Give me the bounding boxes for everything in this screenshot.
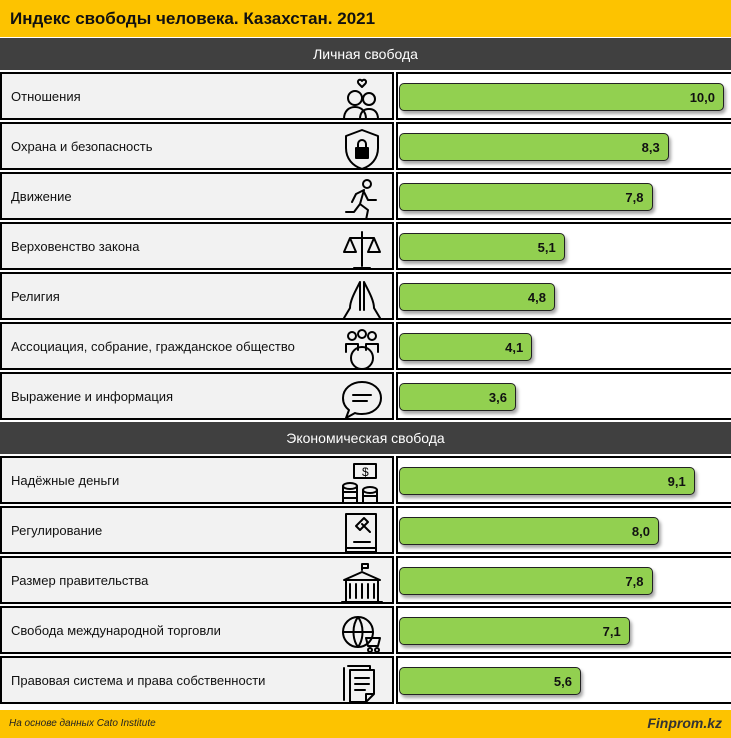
- chart-row: Верховенство закона 5,1: [0, 221, 731, 271]
- section-header: Экономическая свобода: [0, 422, 731, 454]
- scales-icon: [343, 231, 381, 269]
- category-label: Размер правительства: [11, 573, 149, 588]
- source-note: На основе данных Cato Institute: [9, 718, 156, 729]
- bar: 3,6: [399, 383, 516, 411]
- label-cell: Отношения: [0, 72, 394, 120]
- bar: 5,1: [399, 233, 565, 261]
- data-label: 10,0: [689, 90, 715, 105]
- category-label: Свобода международной торговли: [11, 623, 221, 638]
- label-cell: Выражение и информация: [0, 372, 394, 420]
- chart-row: Охрана и безопасность 8,3: [0, 121, 731, 171]
- category-label: Выражение и информация: [11, 389, 174, 404]
- bar-cell: 4,8: [396, 272, 731, 320]
- category-label: Надёжные деньги: [11, 473, 120, 488]
- bar-cell: 10,0: [396, 72, 731, 120]
- label-cell: Ассоциация, собрание, гражданское общест…: [0, 322, 394, 370]
- money-coins-icon: $: [342, 463, 378, 503]
- category-label: Ассоциация, собрание, гражданское общест…: [11, 339, 295, 354]
- chart-row: Отношения 10,0: [0, 71, 731, 121]
- data-label: 8,0: [631, 524, 650, 539]
- chart-row: Регулирование 8,0: [0, 505, 731, 555]
- svg-text:$: $: [362, 465, 369, 479]
- bar-cell: 8,3: [396, 122, 731, 170]
- chart-row: Свобода международной торговли 7,1: [0, 605, 731, 655]
- speech-bubble-icon: [342, 381, 382, 419]
- label-cell: Надёжные деньги $: [0, 456, 394, 504]
- category-label: Движение: [11, 189, 72, 204]
- brand-logo: Finprom.kz: [647, 715, 722, 731]
- label-cell: Охрана и безопасность: [0, 122, 394, 170]
- bar: 9,1: [399, 467, 695, 495]
- couple-heart-icon: [343, 78, 379, 120]
- data-label: 7,1: [602, 624, 621, 639]
- data-label: 3,6: [488, 390, 507, 405]
- chart-row: Размер правительства 7,8: [0, 555, 731, 605]
- label-cell: Размер правительства: [0, 556, 394, 604]
- data-label: 4,1: [505, 340, 524, 355]
- data-label: 8,3: [641, 140, 660, 155]
- chart-row: Религия 4,8: [0, 271, 731, 321]
- bar-cell: 7,1: [396, 606, 731, 654]
- section-header: Личная свобода: [0, 38, 731, 70]
- category-label: Религия: [11, 289, 60, 304]
- law-book-gavel-icon: [345, 513, 377, 553]
- data-label: 9,1: [667, 474, 686, 489]
- bar-cell: 8,0: [396, 506, 731, 554]
- label-cell: Движение: [0, 172, 394, 220]
- shield-lock-icon: [345, 129, 379, 170]
- chart-row: Движение 7,8: [0, 171, 731, 221]
- government-building-icon: [341, 563, 383, 603]
- chart-row: Правовая система и права собственности 5…: [0, 655, 731, 705]
- label-cell: Верховенство закона: [0, 222, 394, 270]
- category-label: Отношения: [11, 89, 81, 104]
- label-cell: Свобода международной торговли: [0, 606, 394, 654]
- chart-row: Ассоциация, собрание, гражданское общест…: [0, 321, 731, 371]
- globe-cart-icon: [342, 616, 381, 653]
- data-label: 7,8: [625, 574, 644, 589]
- data-label: 5,1: [537, 240, 556, 255]
- bar: 8,3: [399, 133, 669, 161]
- page-title: Индекс свободы человека. Казахстан. 2021: [0, 0, 731, 37]
- documents-icon: [343, 665, 375, 703]
- footer: На основе данных Cato Institute Finprom.…: [0, 710, 731, 738]
- category-label: Правовая система и права собственности: [11, 673, 266, 688]
- bar-cell: 9,1: [396, 456, 731, 504]
- people-globe-icon: [345, 329, 379, 370]
- chart-row: Надёжные деньги $ 9,1: [0, 455, 731, 505]
- bar-cell: 5,1: [396, 222, 731, 270]
- category-label: Охрана и безопасность: [11, 139, 153, 154]
- label-cell: Правовая система и права собственности: [0, 656, 394, 704]
- bar: 7,8: [399, 567, 653, 595]
- bar-cell: 7,8: [396, 172, 731, 220]
- bar: 4,1: [399, 333, 533, 361]
- label-cell: Религия: [0, 272, 394, 320]
- bar-cell: 7,8: [396, 556, 731, 604]
- bar: 8,0: [399, 517, 659, 545]
- data-label: 4,8: [527, 290, 546, 305]
- label-cell: Регулирование: [0, 506, 394, 554]
- category-label: Регулирование: [11, 523, 103, 538]
- bar: 4,8: [399, 283, 555, 311]
- bar: 10,0: [399, 83, 724, 111]
- bar-cell: 3,6: [396, 372, 731, 420]
- bar-cell: 5,6: [396, 656, 731, 704]
- praying-hands-icon: [343, 281, 381, 319]
- data-label: 5,6: [553, 674, 572, 689]
- chart-row: Выражение и информация 3,6: [0, 371, 731, 421]
- bar: 7,8: [399, 183, 653, 211]
- category-label: Верховенство закона: [11, 239, 140, 254]
- bar: 5,6: [399, 667, 581, 695]
- bar: 7,1: [399, 617, 630, 645]
- data-label: 7,8: [625, 190, 644, 205]
- bar-cell: 4,1: [396, 322, 731, 370]
- running-person-icon: [345, 179, 377, 220]
